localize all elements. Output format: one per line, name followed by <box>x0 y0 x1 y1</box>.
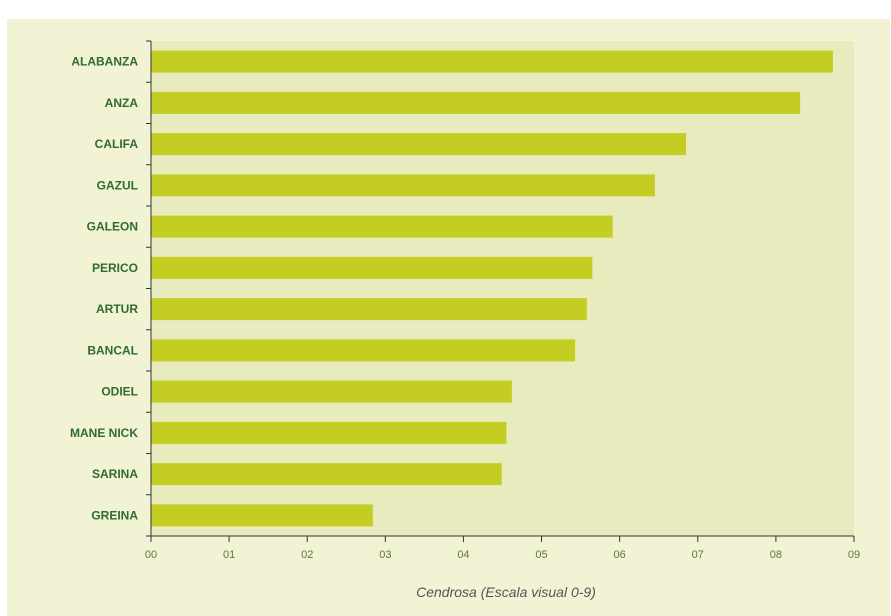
bar-anza <box>151 91 801 114</box>
category-label: ALABANZA <box>71 55 138 69</box>
x-tick-label: 08 <box>770 549 782 561</box>
bar-artur <box>151 298 587 321</box>
plot-area <box>151 41 854 536</box>
x-tick-label: 01 <box>223 549 235 561</box>
bar-greina <box>151 504 373 527</box>
bar-mane-nick <box>151 421 507 444</box>
category-label: PERICO <box>92 261 138 275</box>
category-label: ANZA <box>105 96 139 110</box>
category-label: MANE NICK <box>70 426 138 440</box>
x-tick-label: 04 <box>457 549 469 561</box>
x-tick-label: 06 <box>614 549 626 561</box>
bar-califa <box>151 133 687 156</box>
bar-perico <box>151 256 593 279</box>
x-tick-label: 09 <box>848 549 860 561</box>
bar-gazul <box>151 174 655 197</box>
category-label: GAZUL <box>97 178 138 192</box>
bar-sarina <box>151 463 502 486</box>
x-axis-label: Cendrosa (Escala visual 0-9) <box>416 584 596 600</box>
bar-galeon <box>151 215 613 238</box>
bar-alabanza <box>151 50 833 73</box>
category-label: ARTUR <box>96 302 138 316</box>
bar-odiel <box>151 380 512 403</box>
category-label: ODIEL <box>101 385 138 399</box>
bar-bancal <box>151 339 576 362</box>
category-label: CALIFA <box>95 137 139 151</box>
x-tick-label: 07 <box>692 549 704 561</box>
category-label: SARINA <box>92 467 138 481</box>
x-tick-label: 00 <box>145 549 157 561</box>
category-label: GALEON <box>87 220 138 234</box>
x-tick-label: 03 <box>379 549 391 561</box>
x-tick-label: 02 <box>301 549 313 561</box>
x-tick-label: 05 <box>535 549 547 561</box>
category-label: BANCAL <box>87 343 138 357</box>
category-label: GREINA <box>91 508 138 522</box>
